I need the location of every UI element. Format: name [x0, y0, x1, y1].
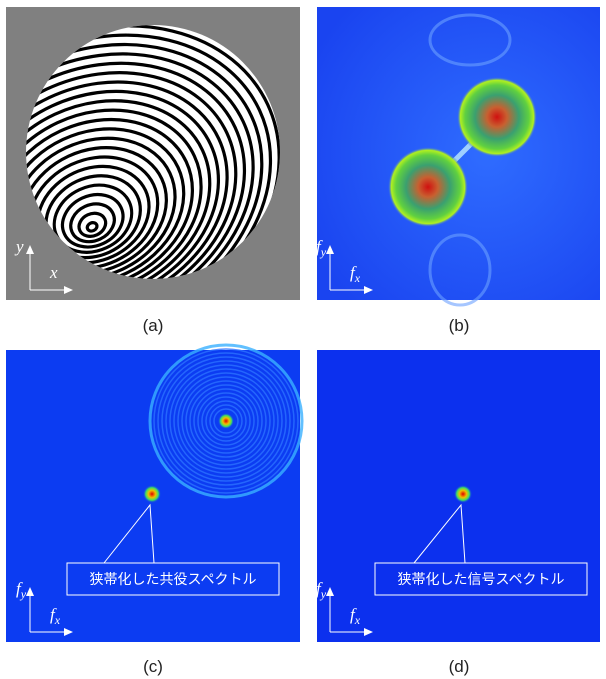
axis-label-sub: x	[354, 613, 361, 627]
axis-label-sub: x	[54, 613, 61, 627]
panel-c: 狭帯化した共役スペクトル	[6, 345, 302, 642]
panel-label: (c)	[143, 657, 163, 676]
axis-label-main: y	[14, 237, 24, 256]
panel-label: (a)	[143, 316, 164, 335]
figure: 狭帯化した共役スペクトル 狭帯化した信号スペクトル (a) (b) (c) (d…	[0, 0, 606, 679]
axis-label-sub: y	[20, 587, 27, 601]
callout-text: 狭帯化した共役スペクトル	[89, 572, 256, 588]
spectrum-peak	[388, 147, 468, 227]
axis-label-sub: y	[320, 587, 327, 601]
panel-b	[317, 7, 600, 305]
axis-label: y	[14, 237, 24, 256]
axis-label-main: x	[49, 263, 58, 282]
spectrum-peak	[457, 77, 537, 157]
spectrum-peak	[454, 485, 472, 503]
spectrum-peak	[218, 413, 234, 429]
axis-label-sub: x	[354, 271, 361, 285]
axis-label: x	[49, 263, 58, 282]
panel-label: (b)	[449, 316, 470, 335]
callout-text: 狭帯化した信号スペクトル	[397, 572, 564, 588]
panel-d: 狭帯化した信号スペクトル	[317, 350, 600, 642]
spectrum-peak	[143, 485, 161, 503]
panel-label: (d)	[449, 657, 470, 676]
axis-label-sub: y	[320, 245, 327, 259]
